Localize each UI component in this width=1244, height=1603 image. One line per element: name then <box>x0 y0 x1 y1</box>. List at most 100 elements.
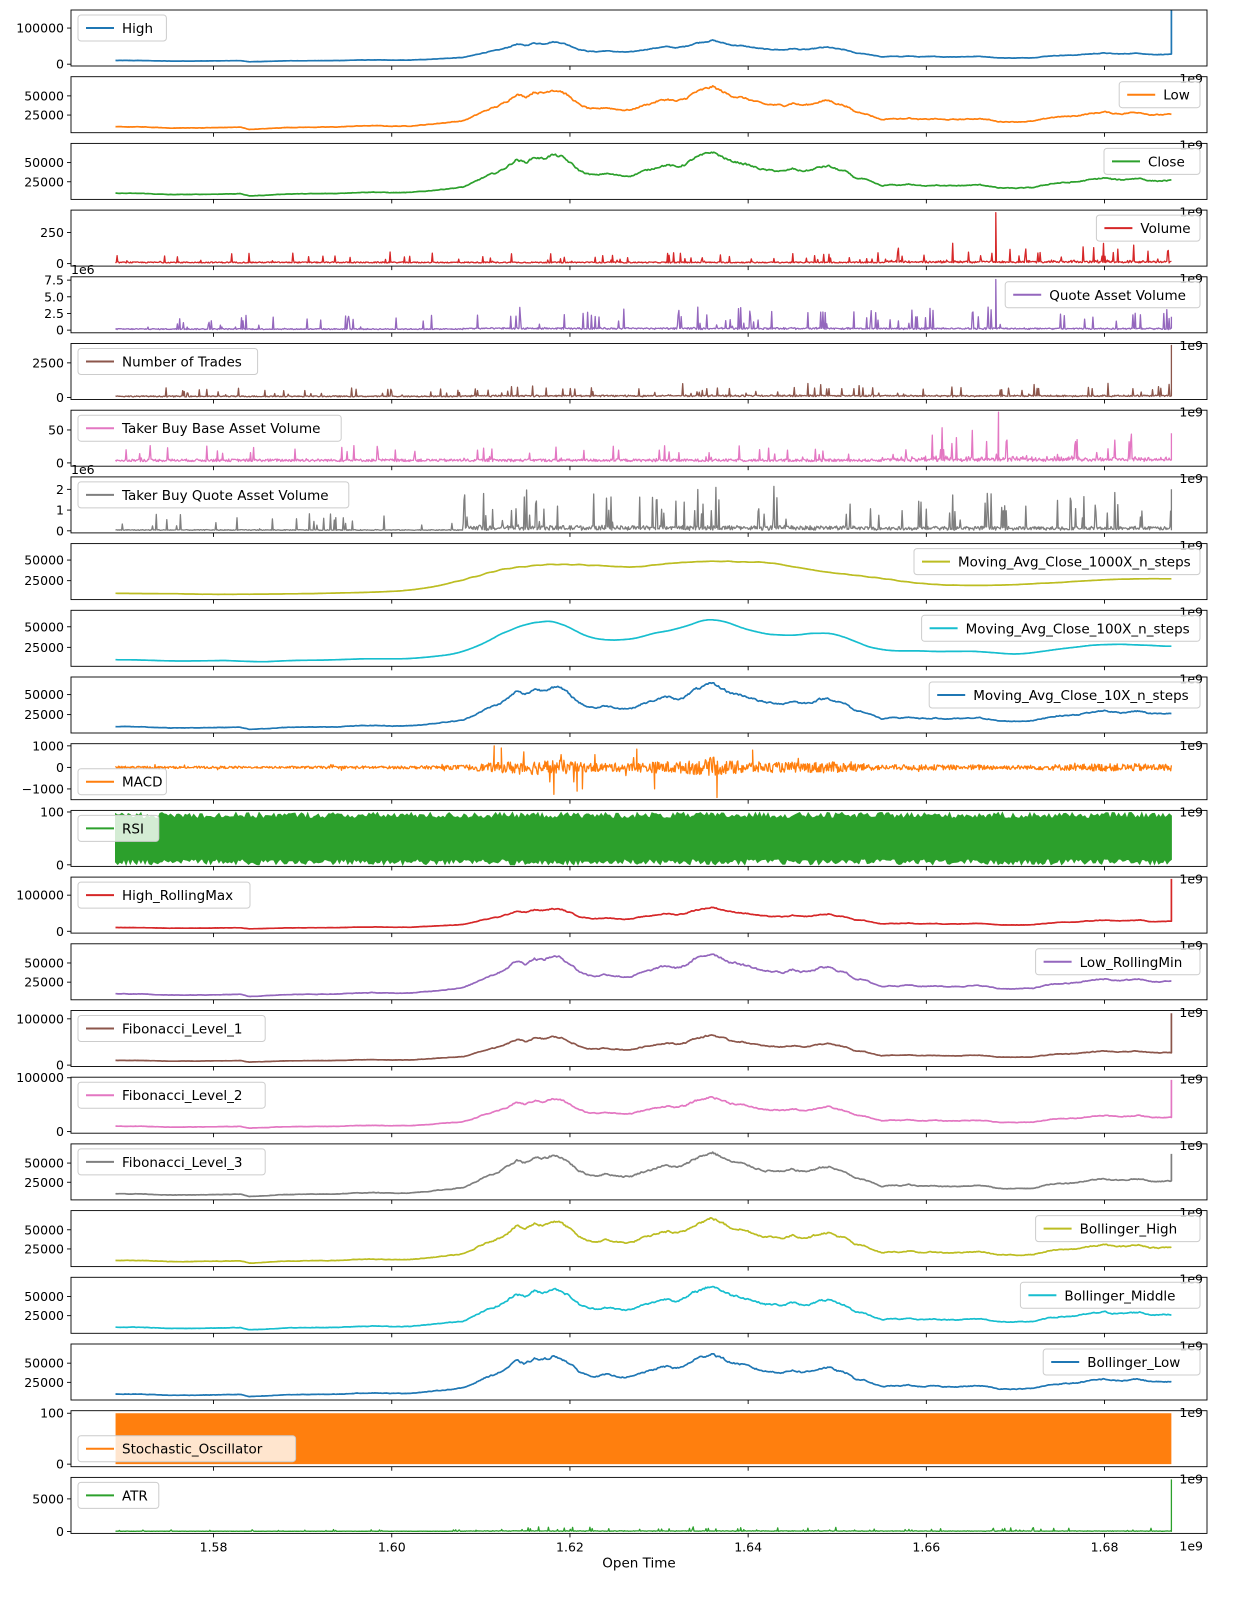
series-line <box>115 1217 1172 1264</box>
x-offset-label: 1e9 <box>1179 1472 1203 1487</box>
axes-frame <box>70 142 1208 200</box>
legend-label: Stochastic_Oscillator <box>122 1442 263 1458</box>
legend-label: Bollinger_High <box>1080 1222 1178 1238</box>
panel-macd: −1000 0 1000 1e9 MACD <box>22 738 1208 820</box>
legend: Taker Buy Base Asset Volume <box>77 414 342 442</box>
legend-label: Taker Buy Quote Asset Volume <box>121 488 329 504</box>
x-offset-label: 1e9 <box>1179 338 1203 353</box>
legend-box <box>1019 1281 1201 1309</box>
legend-box <box>928 681 1201 709</box>
legend: Bollinger_Middle <box>1019 1281 1201 1309</box>
y-tick-label: 2500 <box>32 355 64 370</box>
axes-frame <box>70 276 1208 334</box>
legend: Moving_Avg_Close_1000X_n_steps <box>913 548 1201 576</box>
legend-box <box>77 814 160 842</box>
y-multiplier-label: 1e6 <box>71 262 95 277</box>
y-tick-label: 2 <box>56 482 64 497</box>
legend-label: Quote Asset Volume <box>1049 288 1186 304</box>
legend-label: Moving_Avg_Close_10X_n_steps <box>973 688 1189 704</box>
legend-box <box>77 881 251 909</box>
series-line <box>115 1079 1173 1129</box>
panel-atr: 0 5000 1.58 1.60 1.62 1.64 1.66 1.68 1e9 ATR <box>32 1476 1208 1554</box>
panels-layer: 01000001e9High25000500001e9Low2500050000… <box>16 9 1208 1554</box>
series-line <box>115 211 1172 264</box>
y-tick-label: 250 <box>40 225 64 240</box>
axes-frame <box>70 76 1208 134</box>
y-tick-label: 0 <box>56 523 64 538</box>
y-tick-label: 50000 <box>24 155 64 170</box>
x-offset-label: 1e9 <box>1179 1072 1203 1087</box>
axes-frame <box>70 609 1208 667</box>
axes-frame <box>70 1076 1208 1134</box>
series-line <box>115 151 1172 197</box>
legend: Moving_Avg_Close_10X_n_steps <box>928 681 1201 709</box>
legend-label: ATR <box>122 1488 148 1504</box>
panel-moving-avg-close-10x-n-steps: 25000 50000 1e9 Moving_Avg_Close_10X_n_step… <box>24 676 1208 753</box>
legend-box <box>77 414 342 442</box>
series-line <box>115 10 1173 63</box>
panel-rsi: 0 100 1e9 RSI <box>40 804 1208 886</box>
legend: Stochastic_Oscillator <box>77 1435 297 1463</box>
y-tick-label: 50000 <box>24 553 64 568</box>
legend: ATR <box>77 1481 160 1509</box>
series-line <box>114 411 1173 463</box>
y-tick-label: 50000 <box>24 1289 64 1304</box>
legend-label: Fibonacci_Level_2 <box>122 1088 243 1104</box>
legend-box <box>77 14 167 42</box>
y-tick-label: 5000 <box>32 1491 64 1506</box>
panel-taker-buy-quote-asset-volume: 0 1 2 1e9 1e6 Taker Buy Quote Asset Volume <box>56 462 1208 553</box>
x-offset-label: 1e9 <box>1179 1405 1203 1420</box>
axes-frame <box>70 1276 1208 1334</box>
legend: Close <box>1103 147 1201 175</box>
legend-label: Low <box>1163 88 1190 104</box>
legend-box <box>77 481 350 509</box>
y-tick-label: 0 <box>56 1058 64 1073</box>
x-offset-label: 1e9 <box>1179 738 1203 753</box>
series-line <box>115 1479 1173 1532</box>
y-tick-label: 50000 <box>24 1222 64 1237</box>
legend: Taker Buy Quote Asset Volume <box>77 481 350 509</box>
legend-box <box>921 614 1201 642</box>
y-tick-label: 2.5 <box>44 306 64 321</box>
legend: Low_RollingMin <box>1035 948 1201 976</box>
axes-frame <box>70 743 1208 801</box>
legend-box <box>77 1148 266 1176</box>
panel-low-rollingmin: 25000 50000 1e9 Low_RollingMin <box>24 943 1208 1020</box>
x-offset-label: 1e9 <box>1179 1538 1203 1553</box>
legend-label: Moving_Avg_Close_1000X_n_steps <box>958 555 1191 571</box>
series-line <box>115 618 1172 663</box>
series-line <box>115 1013 1173 1063</box>
legend: High <box>77 14 167 42</box>
legend: Fibonacci_Level_1 <box>77 1015 266 1042</box>
axes-frame <box>70 1010 1208 1067</box>
legend-label: Taker Buy Base Asset Volume <box>121 421 320 437</box>
series-line <box>114 745 1173 799</box>
panel-fibonacci-level-2: 0 100000 1e9 Fibonacci_Level_2 <box>16 1070 1208 1153</box>
panel-quote-asset-volume: 0 2.5 5.07.5 1e9 1e6 Quote Asset Volume <box>44 262 1208 353</box>
legend-box <box>1095 214 1201 242</box>
legend-label: Bollinger_Low <box>1087 1355 1180 1371</box>
legend-label: Low_RollingMin <box>1080 955 1183 971</box>
y-tick-label: 0 <box>56 1457 64 1472</box>
axes-frame <box>70 209 1208 267</box>
y-tick-label: 100 <box>40 804 64 819</box>
y-tick-label: 50000 <box>24 88 64 103</box>
x-offset-label: 1e9 <box>1179 1005 1203 1020</box>
legend-box <box>77 348 259 375</box>
legend-box <box>1035 1215 1201 1243</box>
x-tick-label: 1.62 <box>556 1539 584 1554</box>
legend: High_RollingMax <box>77 881 251 909</box>
panel-moving-avg-close-100x-n-steps: 25000500001e9Moving_Avg_Close_100X_n_ste… <box>24 609 1208 686</box>
y-tick-label: 50000 <box>24 687 64 702</box>
y-tick-label: 100000 <box>16 1011 64 1026</box>
legend-box <box>1035 948 1201 976</box>
panel-moving-avg-close-1000x-n-steps: 25000500001e9Moving_Avg_Close_1000X_n_st… <box>24 543 1208 620</box>
series-line <box>115 85 1172 131</box>
series-line <box>115 681 1172 731</box>
panel-stochastic-oscillator: 0 100 1e9 Stochastic_Oscillator <box>40 1406 1208 1487</box>
y-tick-label: 0 <box>56 857 64 872</box>
